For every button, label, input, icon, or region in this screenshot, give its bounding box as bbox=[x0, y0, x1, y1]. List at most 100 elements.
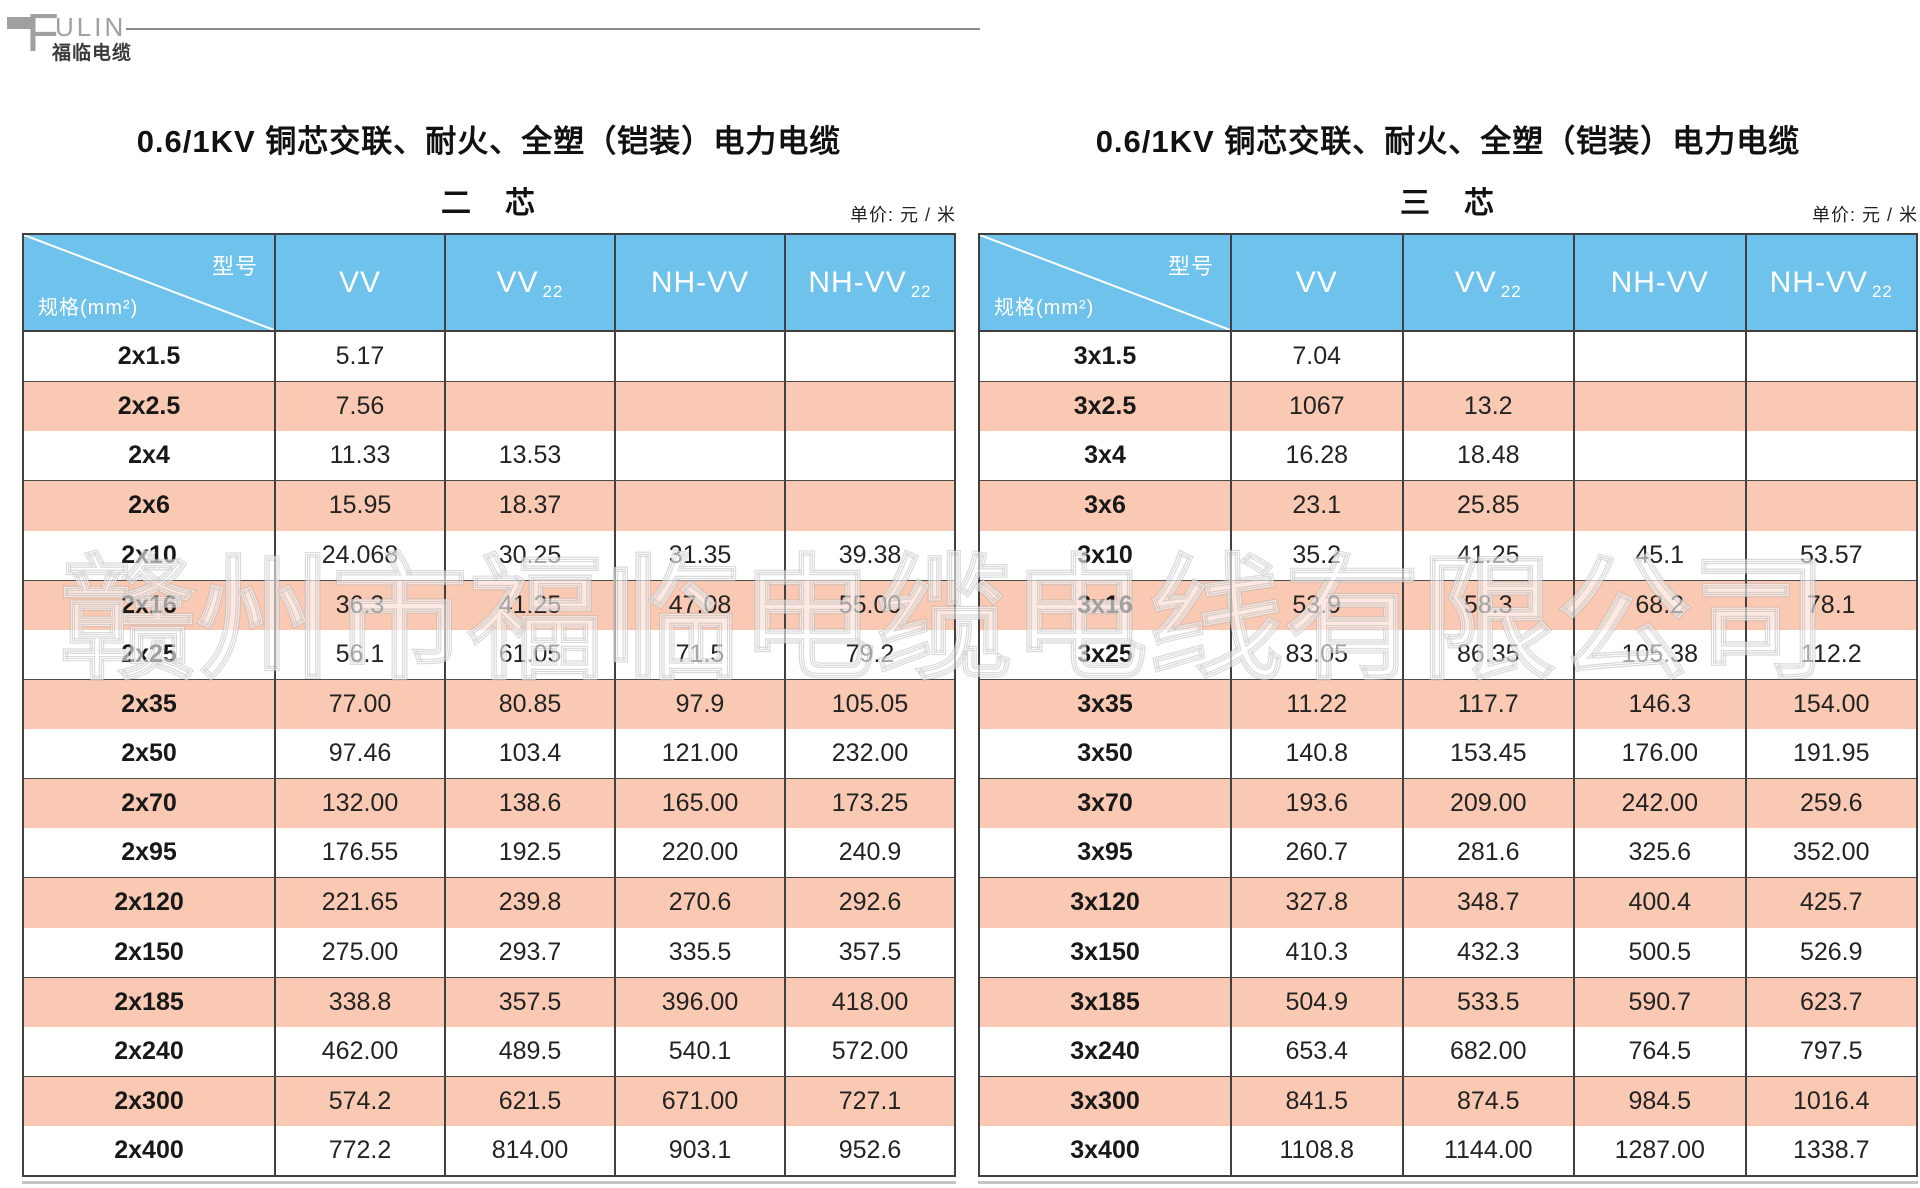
table-header-row: 型号 规格(mm²) VV VV 22 NH-VV NH-VV 22 bbox=[980, 235, 1916, 332]
right-unit-note: 单价: 元 / 米 bbox=[1811, 205, 1918, 225]
price-cell bbox=[614, 481, 784, 531]
price-cell: 45.1 bbox=[1573, 530, 1745, 580]
price-cell: 281.6 bbox=[1401, 828, 1574, 878]
brand-square-icon bbox=[7, 17, 34, 29]
price-cell: 327.8 bbox=[1230, 878, 1402, 928]
price-cell: 16.28 bbox=[1230, 431, 1402, 481]
corner-header-cell: 型号 规格(mm²) bbox=[980, 235, 1230, 330]
brand-logo-f: F bbox=[26, 3, 59, 63]
column-header-nhvv: NH-VV bbox=[1573, 235, 1745, 330]
spec-cell: 3x300 bbox=[1070, 1086, 1140, 1115]
table-row: 2x35 77.00 80.85 97.9 105.05 bbox=[24, 679, 954, 729]
table-row: 3x16 53.9 58.3 68.2 78.1 bbox=[980, 580, 1917, 630]
table-row: 3x150 410.3 432.3 500.5 526.9 bbox=[980, 927, 1916, 978]
spec-cell: 2x95 bbox=[121, 838, 177, 867]
price-cell: 270.6 bbox=[614, 878, 784, 928]
table-row: 3x95 260.7 281.6 325.6 352.00 bbox=[980, 828, 1917, 879]
spec-cell: 3x185 bbox=[1070, 987, 1140, 1016]
price-cell: 764.5 bbox=[1573, 1026, 1745, 1076]
price-cell: 1287.00 bbox=[1573, 1126, 1745, 1176]
table-row: 3x1.5 7.04 bbox=[980, 332, 1916, 383]
price-cell: 357.5 bbox=[444, 977, 614, 1027]
spec-cell: 2x4 bbox=[128, 441, 170, 470]
table-row: 2x400 772.2 814.00 903.1 952.6 bbox=[24, 1126, 954, 1176]
spec-cell: 2x6 bbox=[128, 491, 170, 520]
price-cell: 984.5 bbox=[1573, 1076, 1745, 1126]
price-cell: 682.00 bbox=[1401, 1026, 1574, 1076]
model-label: 型号 bbox=[1167, 254, 1214, 279]
price-cell: 31.35 bbox=[614, 530, 784, 580]
price-cell: 112.2 bbox=[1744, 629, 1917, 679]
price-cell: 41.25 bbox=[1401, 530, 1574, 580]
table-row: 2x300 574.2 621.5 671.00 727.1 bbox=[24, 1076, 954, 1126]
spec-cell: 2x50 bbox=[121, 739, 177, 768]
table-row: 3x2.5 1067 13.2 bbox=[980, 382, 1916, 432]
price-cell: 418.00 bbox=[784, 977, 954, 1027]
price-cell: 23.1 bbox=[1230, 481, 1402, 531]
price-cell: 105.38 bbox=[1573, 629, 1745, 679]
price-cell bbox=[784, 481, 954, 531]
price-cell: 176.55 bbox=[274, 828, 444, 878]
spec-cell: 3x25 bbox=[1077, 639, 1133, 668]
price-cell: 191.95 bbox=[1744, 729, 1917, 779]
price-cell: 78.1 bbox=[1744, 580, 1917, 630]
header-divider-line bbox=[126, 28, 980, 30]
price-cell: 153.45 bbox=[1401, 729, 1574, 779]
table-row: 2x10 24.068 30.25 31.35 39.38 bbox=[24, 530, 954, 581]
price-cell: 325.6 bbox=[1573, 828, 1745, 878]
price-cell: 772.2 bbox=[274, 1126, 444, 1176]
price-cell: 11.22 bbox=[1230, 679, 1402, 729]
price-cell: 621.5 bbox=[444, 1076, 614, 1126]
price-cell: 338.8 bbox=[274, 977, 444, 1027]
left-table-subtitle: 二 芯 bbox=[441, 187, 537, 220]
price-cell: 293.7 bbox=[444, 927, 614, 977]
price-cell: 53.9 bbox=[1230, 580, 1402, 630]
spec-cell: 3x95 bbox=[1077, 838, 1133, 867]
price-cell: 533.5 bbox=[1401, 977, 1574, 1027]
table-row: 3x300 841.5 874.5 984.5 1016.4 bbox=[980, 1076, 1916, 1126]
table-row: 2x16 36.3 41.25 47.08 55.00 bbox=[24, 580, 954, 630]
price-table-two-core: 型号 规格(mm²) VV VV 22 NH-VV NH-VV 22 2x1.5 5.… bbox=[22, 233, 956, 1177]
price-cell: 25.85 bbox=[1401, 481, 1574, 531]
table-row: 3x50 140.8 153.45 176.00 191.95 bbox=[980, 729, 1917, 780]
price-cell: 462.00 bbox=[274, 1026, 444, 1076]
price-cell: 97.9 bbox=[614, 679, 784, 729]
spec-cell: 3x4 bbox=[1084, 441, 1126, 470]
price-cell: 5.17 bbox=[274, 332, 444, 382]
price-cell: 292.6 bbox=[784, 878, 954, 928]
corner-header-cell: 型号 规格(mm²) bbox=[24, 235, 274, 330]
spec-cell: 3x150 bbox=[1070, 937, 1140, 966]
price-cell bbox=[1401, 332, 1574, 382]
price-cell: 140.8 bbox=[1230, 729, 1402, 779]
price-cell: 352.00 bbox=[1744, 828, 1917, 878]
left-unit-note: 单价: 元 / 米 bbox=[849, 205, 956, 225]
spec-cell: 3x6 bbox=[1084, 491, 1126, 520]
price-cell: 7.56 bbox=[274, 382, 444, 432]
column-header-vv: VV bbox=[274, 235, 444, 330]
column-header-vv: VV bbox=[1230, 235, 1402, 330]
spec-label: 规格(mm²) bbox=[38, 297, 139, 319]
spec-cell: 3x16 bbox=[1077, 590, 1133, 619]
table-row: 2x2.5 7.56 bbox=[24, 382, 954, 432]
table-row: 2x120 221.65 239.8 270.6 292.6 bbox=[24, 878, 954, 928]
price-cell: 61.05 bbox=[444, 629, 614, 679]
price-cell bbox=[1744, 431, 1917, 481]
price-cell bbox=[1573, 332, 1745, 382]
price-cell bbox=[1744, 481, 1917, 531]
spec-cell: 2x240 bbox=[114, 1036, 184, 1065]
price-cell bbox=[1573, 481, 1745, 531]
price-cell bbox=[444, 332, 614, 382]
price-cell: 56.1 bbox=[274, 629, 444, 679]
table-row: 3x240 653.4 682.00 764.5 797.5 bbox=[980, 1026, 1916, 1077]
table-body: 3x1.5 7.04 3x2.5 1067 13.2 3x4 16.28 18.48 3x6 23… bbox=[980, 332, 1917, 1176]
spec-cell: 2x400 bbox=[114, 1136, 184, 1165]
price-cell: 425.7 bbox=[1744, 878, 1917, 928]
price-cell: 39.38 bbox=[784, 530, 954, 580]
price-cell bbox=[784, 431, 954, 481]
price-cell: 1067 bbox=[1230, 382, 1402, 432]
price-cell: 540.1 bbox=[614, 1026, 784, 1076]
price-cell: 13.53 bbox=[444, 431, 614, 481]
table-row: 2x4 11.33 13.53 bbox=[24, 431, 954, 482]
spec-cell: 3x70 bbox=[1077, 789, 1133, 818]
table-header-row: 型号 规格(mm²) VV VV 22 NH-VV NH-VV 22 bbox=[24, 235, 954, 332]
